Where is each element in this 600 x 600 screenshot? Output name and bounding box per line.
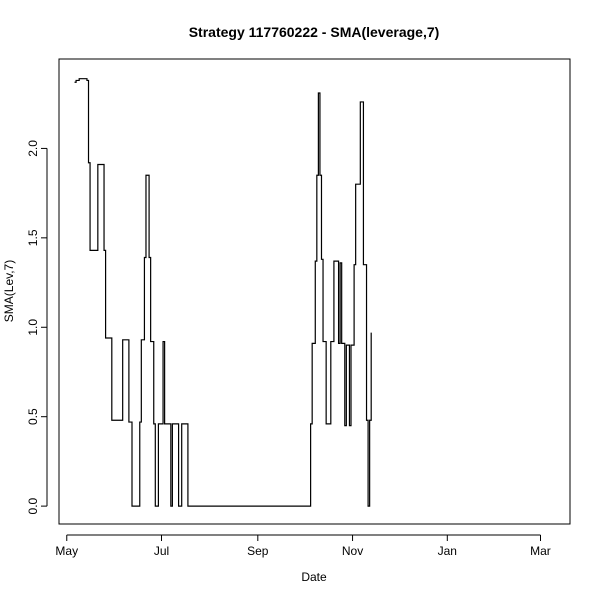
x-tick-label: Nov	[342, 544, 363, 558]
x-axis-label: Date	[301, 570, 327, 584]
y-tick-label: 1.5	[26, 229, 40, 246]
x-tick-label: May	[55, 544, 78, 558]
plot-frame	[58, 58, 571, 525]
x-tick-label: Sep	[247, 544, 269, 558]
series-line	[74, 78, 372, 507]
y-axis-label: SMA(Lev,7)	[2, 260, 16, 322]
x-axis: May Jul Sep Nov Jan Mar	[55, 534, 551, 558]
x-tick-label: Jul	[154, 544, 169, 558]
chart-title: Strategy 117760222 - SMA(leverage,7)	[189, 24, 440, 40]
y-axis: 0.0 0.5 1.0 1.5 2.0	[26, 140, 48, 514]
y-tick-label: 0.0	[26, 497, 40, 514]
y-tick-label: 0.5	[26, 408, 40, 425]
y-tick-label: 2.0	[26, 140, 40, 157]
x-tick-label: Jan	[438, 544, 457, 558]
x-tick-label: Mar	[530, 544, 551, 558]
y-tick-label: 1.0	[26, 319, 40, 336]
